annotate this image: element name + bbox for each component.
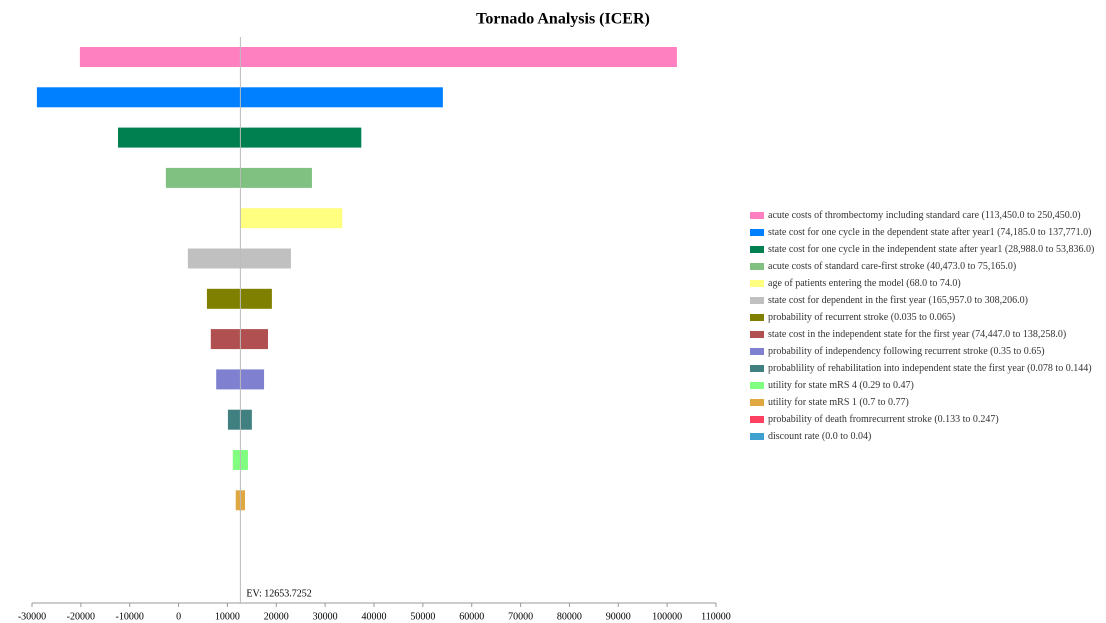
legend-item: acute costs of thrombectomy including st… [750, 210, 1100, 222]
bar [206, 288, 272, 309]
legend-label: probability of recurrent stroke (0.035 t… [768, 312, 956, 323]
legend-item: utility for state mRS 4 (0.29 to 0.47) [750, 380, 1100, 392]
legend-item: state cost for dependent in the first ye… [750, 295, 1100, 307]
legend-label: state cost for dependent in the first ye… [768, 295, 1028, 306]
legend-item: age of patients entering the model (68.0… [750, 278, 1100, 290]
legend-swatch [750, 416, 764, 423]
legend-swatch [750, 331, 764, 338]
legend-label: probability of independency following re… [768, 346, 1045, 357]
bar [36, 87, 443, 108]
legend-label: acute costs of thrombectomy including st… [768, 210, 1081, 221]
legend-item: probability of independency following re… [750, 346, 1100, 358]
legend-swatch [750, 212, 764, 219]
legend-swatch [750, 297, 764, 304]
bar [187, 248, 291, 269]
legend-label: state cost in the independent state for … [768, 329, 1067, 340]
x-tick-label: 30000 [313, 611, 338, 622]
bar [240, 208, 343, 229]
x-tick-label: 0 [176, 611, 181, 622]
x-tick-label: 100000 [652, 611, 682, 622]
legend: acute costs of thrombectomy including st… [750, 210, 1100, 448]
bar [165, 167, 312, 188]
legend-swatch [750, 280, 764, 287]
legend-item: state cost for one cycle in the dependen… [750, 227, 1100, 239]
x-tick-label: 60000 [459, 611, 484, 622]
legend-item: state cost for one cycle in the independ… [750, 244, 1100, 256]
chart-title: Tornado Analysis (ICER) [476, 11, 650, 28]
x-tick-label: -20000 [67, 611, 95, 622]
legend-item: probability of recurrent stroke (0.035 t… [750, 312, 1100, 324]
legend-label: probability of death fromrecurrent strok… [768, 414, 999, 425]
ev-label: EV: 12653.7252 [246, 588, 311, 599]
x-tick-label: -30000 [18, 611, 46, 622]
legend-label: acute costs of standard care-first strok… [768, 261, 1017, 272]
legend-swatch [750, 314, 764, 321]
x-tick-label: 80000 [557, 611, 582, 622]
legend-swatch [750, 263, 764, 270]
x-tick-label: 90000 [606, 611, 631, 622]
legend-item: discount rate (0.0 to 0.04) [750, 431, 1100, 443]
legend-label: probablility of rehabilitation into inde… [768, 363, 1092, 374]
x-tick-label: 20000 [264, 611, 289, 622]
bar [79, 47, 677, 67]
bar [117, 127, 362, 148]
legend-label: utility for state mRS 4 (0.29 to 0.47) [768, 380, 914, 391]
bar [227, 409, 252, 430]
legend-label: discount rate (0.0 to 0.04) [768, 431, 872, 442]
legend-label: state cost for one cycle in the dependen… [768, 227, 1092, 238]
legend-item: state cost in the independent state for … [750, 329, 1100, 341]
x-tick-label: 70000 [508, 611, 533, 622]
x-tick-label: 40000 [362, 611, 387, 622]
bar [210, 329, 268, 350]
legend-label: utility for state mRS 1 (0.7 to 0.77) [768, 397, 909, 408]
legend-item: probablility of rehabilitation into inde… [750, 363, 1100, 375]
legend-label: age of patients entering the model (68.0… [768, 278, 961, 289]
legend-swatch [750, 246, 764, 253]
legend-label: state cost for one cycle in the independ… [768, 244, 1095, 255]
legend-swatch [750, 399, 764, 406]
legend-swatch [750, 382, 764, 389]
x-tick-label: -10000 [116, 611, 144, 622]
legend-swatch [750, 365, 764, 372]
legend-item: probability of death fromrecurrent strok… [750, 414, 1100, 426]
legend-swatch [750, 433, 764, 440]
legend-swatch [750, 348, 764, 355]
legend-item: acute costs of standard care-first strok… [750, 261, 1100, 273]
legend-item: utility for state mRS 1 (0.7 to 0.77) [750, 397, 1100, 409]
x-tick-label: 50000 [410, 611, 435, 622]
legend-swatch [750, 229, 764, 236]
x-tick-label: 110000 [701, 611, 731, 622]
x-tick-label: 10000 [215, 611, 240, 622]
